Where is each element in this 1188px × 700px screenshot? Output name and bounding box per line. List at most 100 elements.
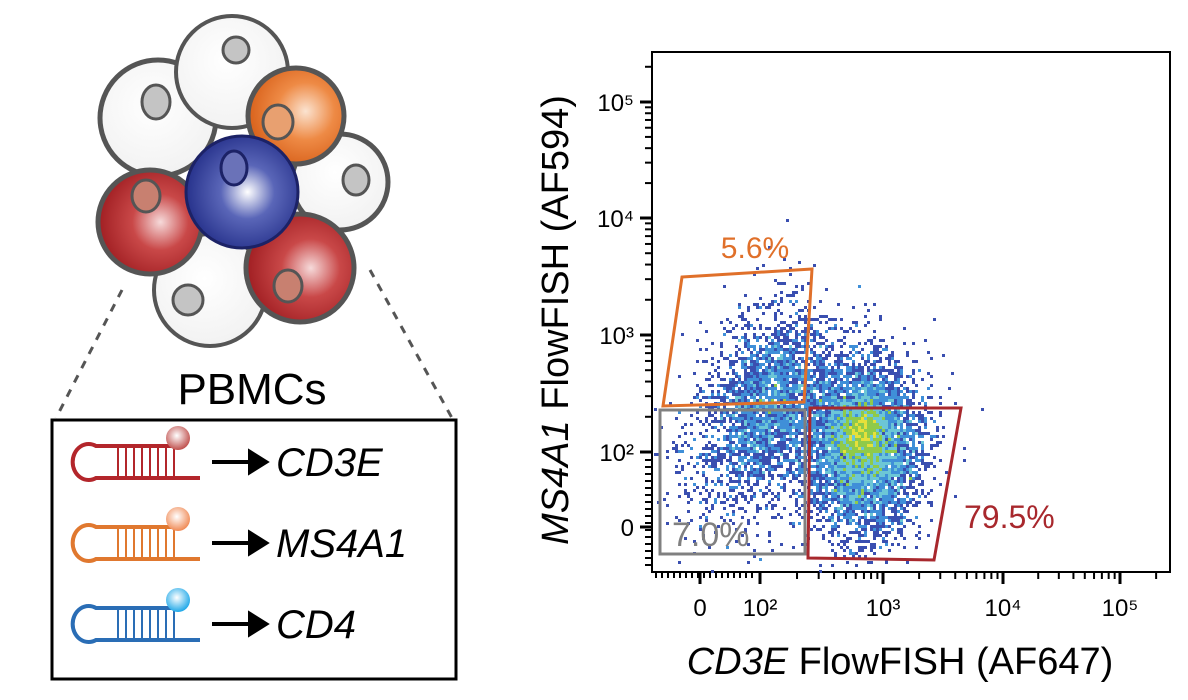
density-point (873, 471, 876, 474)
density-point (702, 396, 705, 399)
density-point (912, 438, 915, 441)
density-point (681, 426, 684, 429)
density-point (867, 447, 870, 450)
density-point (843, 336, 846, 339)
density-point (876, 453, 879, 456)
density-point (738, 357, 741, 360)
nucleus (261, 103, 295, 141)
density-point (717, 366, 720, 369)
density-point (822, 357, 825, 360)
density-point (786, 381, 789, 384)
density-point (906, 354, 909, 357)
density-point (744, 387, 747, 390)
density-point (729, 495, 732, 498)
density-point (855, 372, 858, 375)
density-point (819, 501, 822, 504)
density-point (861, 462, 864, 465)
density-point (831, 366, 834, 369)
density-point (885, 438, 888, 441)
density-point (750, 489, 753, 492)
density-point (795, 477, 798, 480)
density-point (822, 399, 825, 402)
density-point (837, 402, 840, 405)
density-point (666, 492, 669, 495)
density-point (915, 546, 918, 549)
density-point (858, 351, 861, 354)
density-point (690, 423, 693, 426)
density-point (804, 405, 807, 408)
density-point (786, 399, 789, 402)
density-point (711, 420, 714, 423)
density-point (714, 417, 717, 420)
density-point (807, 363, 810, 366)
density-point (708, 459, 711, 462)
density-point (885, 543, 888, 546)
density-point (852, 465, 855, 468)
density-point (798, 474, 801, 477)
density-point (891, 450, 894, 453)
density-point (870, 450, 873, 453)
density-point (864, 483, 867, 486)
density-point (819, 414, 822, 417)
density-point (861, 381, 864, 384)
density-point (762, 357, 765, 360)
density-point (822, 411, 825, 414)
density-point (777, 423, 780, 426)
density-point (864, 390, 867, 393)
density-point (906, 435, 909, 438)
density-point (723, 519, 726, 522)
density-point (744, 363, 747, 366)
density-point (786, 417, 789, 420)
gate-0[interactable] (661, 267, 814, 408)
gate-1[interactable] (658, 408, 807, 556)
density-point (771, 456, 774, 459)
density-point (897, 498, 900, 501)
density-point (846, 474, 849, 477)
density-point (822, 444, 825, 447)
density-point (819, 366, 822, 369)
density-point (816, 519, 819, 522)
density-point (882, 435, 885, 438)
density-point (816, 441, 819, 444)
density-point (825, 381, 828, 384)
density-point (873, 501, 876, 504)
density-point (852, 477, 855, 480)
density-point (744, 438, 747, 441)
density-point (696, 339, 699, 342)
density-point (732, 513, 735, 516)
density-point (903, 477, 906, 480)
density-point (933, 435, 936, 438)
gate-2[interactable] (806, 406, 963, 562)
density-point (762, 393, 765, 396)
density-point (780, 444, 783, 447)
density-point (816, 420, 819, 423)
density-point (684, 432, 687, 435)
density-point (783, 429, 786, 432)
density-point (750, 456, 753, 459)
density-point (762, 417, 765, 420)
density-point (861, 420, 864, 423)
density-point (777, 282, 780, 285)
density-point (777, 405, 780, 408)
density-point (729, 450, 732, 453)
density-point (702, 534, 705, 537)
density-point (750, 360, 753, 363)
density-point (756, 462, 759, 465)
density-point (813, 471, 816, 474)
density-point (750, 366, 753, 369)
density-point (786, 348, 789, 351)
density-point (717, 405, 720, 408)
density-point (837, 447, 840, 450)
density-point (867, 381, 870, 384)
density-point (801, 399, 804, 402)
density-point (705, 447, 708, 450)
density-point (825, 399, 828, 402)
density-point (900, 390, 903, 393)
density-point (732, 471, 735, 474)
density-point (765, 423, 768, 426)
density-point (807, 357, 810, 360)
density-point (693, 489, 696, 492)
density-point (837, 354, 840, 357)
density-point (699, 453, 702, 456)
density-point (762, 372, 765, 375)
